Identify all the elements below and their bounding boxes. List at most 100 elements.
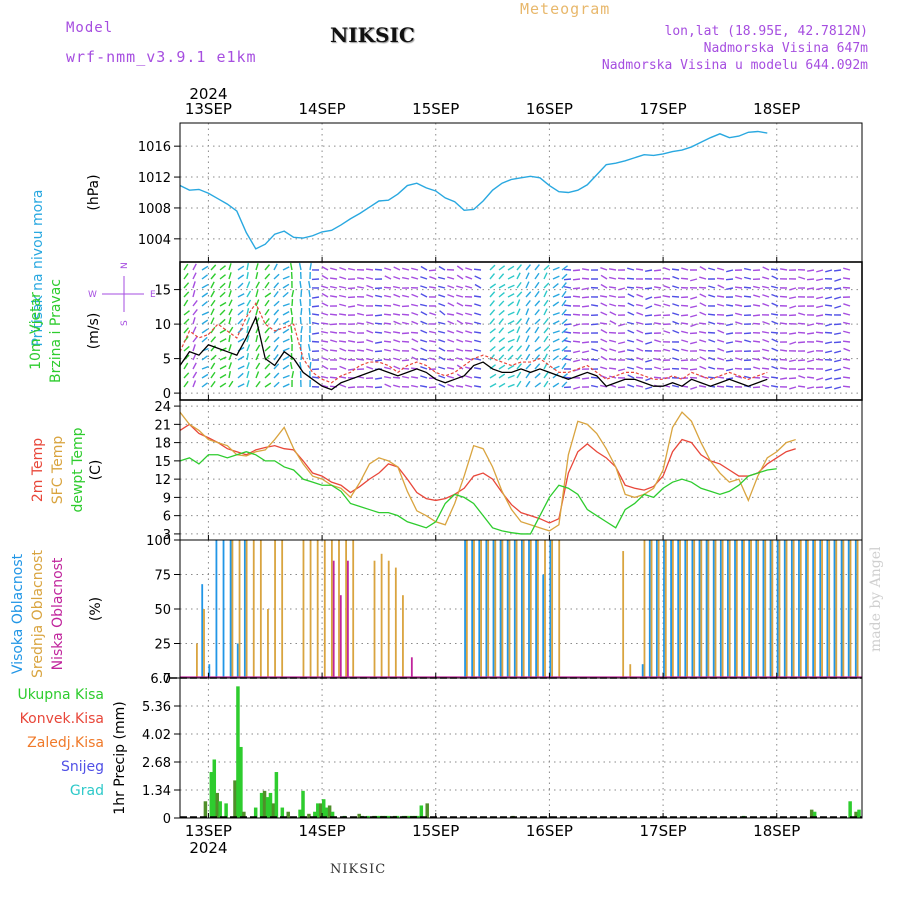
wind-arrow [456,312,464,316]
wind-arrow [246,317,251,325]
wind-arrow [743,332,752,335]
wind-arrow [671,295,680,298]
wind-arrow [183,327,190,334]
wind-arrow [590,323,599,326]
wind-arrow [183,310,190,316]
wind-arrow [833,377,842,380]
wind-arrow [402,267,410,271]
wind-arrow [210,371,216,379]
wind-arrow [498,354,505,361]
wind-arrow [498,292,505,298]
wind-arrow [447,338,455,343]
wind-arrow [717,329,725,334]
y-tick-label: 5 [163,353,171,368]
wind-arrow [339,347,347,352]
wind-arrow [401,313,410,316]
wind-arrow [833,341,842,344]
wind-arrow [489,345,496,352]
wind-arrow [273,353,279,361]
cloud-bar [508,540,511,678]
wind-arrow [561,309,567,316]
wind-arrow [438,294,446,298]
cloud-bar [783,540,786,678]
pressure-unit: (hPa) [86,174,102,210]
y-tick-label: 0 [163,812,171,827]
wind-arrow [627,329,635,334]
wind-arrow [393,266,401,271]
precip-bar [419,805,424,818]
wind-arrow [834,368,842,372]
cloud-bar [478,540,481,678]
wind-arrow [456,373,464,379]
wind-arrow [806,278,815,281]
wind-arrow [534,354,541,361]
wind-arrow [228,362,232,370]
wind-arrow [273,309,280,316]
cloud-bar [410,657,413,678]
wind-arrow [525,272,530,280]
wind-arrow [653,357,662,361]
cloud-bar [854,540,857,678]
wind-arrow [735,312,743,316]
wind-arrow [627,374,635,379]
cloud-bar [798,540,800,678]
wind-arrow [183,372,190,379]
wind-arrow [543,272,548,280]
wind-arrow [708,294,716,298]
wind-arrow [798,312,806,316]
wind-arrow [525,335,530,343]
wind-arrow [534,309,540,316]
wind-arrow [246,308,250,316]
precip-bar [215,792,219,818]
wind-arrow [672,275,680,280]
wind-arrow [744,276,752,280]
wind-arrow [797,359,806,362]
wind-arrow [842,385,851,388]
top-day-label: 13SEP [185,100,232,118]
wind-arrow [762,348,770,352]
wind-arrow [411,303,419,307]
wind-arrow [329,295,338,298]
cloud-bar [650,540,653,678]
wind-arrow [237,282,244,289]
bottom-day-label: 13SEP [185,822,232,840]
wind-arrow [707,331,716,334]
wind-arrow [672,357,680,361]
wind-arrow [498,382,506,388]
wind-arrow [525,264,532,271]
wind-arrow [393,320,401,325]
cloud-bar [679,540,681,678]
precip-bar [316,803,320,818]
wind-arrow [489,354,495,361]
wind-arrow [498,283,506,289]
wind-arrow [600,274,608,280]
top-day-label: 14SEP [299,100,346,118]
precip-bar [209,772,214,818]
precip-legend-item: Zaledj.Kisa [27,735,104,751]
wind-arrow [843,347,851,352]
wind-arrow [743,286,752,289]
wind-arrow [816,278,824,282]
wind-arrow [843,321,851,325]
wind-arrow [290,334,293,343]
cloud-bar [643,540,646,678]
wind-arrow [374,350,383,353]
wind-arrow [516,291,523,298]
wind-arrow [561,265,568,271]
wind-arrow [779,349,788,352]
y-tick-label: 5.36 [142,700,171,715]
wind-arrow [347,368,356,371]
wind-arrow [374,314,383,317]
wind-arrow [282,355,290,361]
wind-arrow [752,386,761,389]
wind-arrow [806,287,815,290]
wind-arrow [411,384,419,388]
wind-arrow [456,265,464,271]
wind-arrow [366,321,374,325]
wind-arrow [563,278,572,281]
wind-arrow [273,344,279,352]
temp-ylabel-2m: 2m Temp [30,438,46,502]
wind-arrow [347,386,356,389]
wind-arrow [311,376,320,379]
station-title: NIKSIC [330,23,415,47]
